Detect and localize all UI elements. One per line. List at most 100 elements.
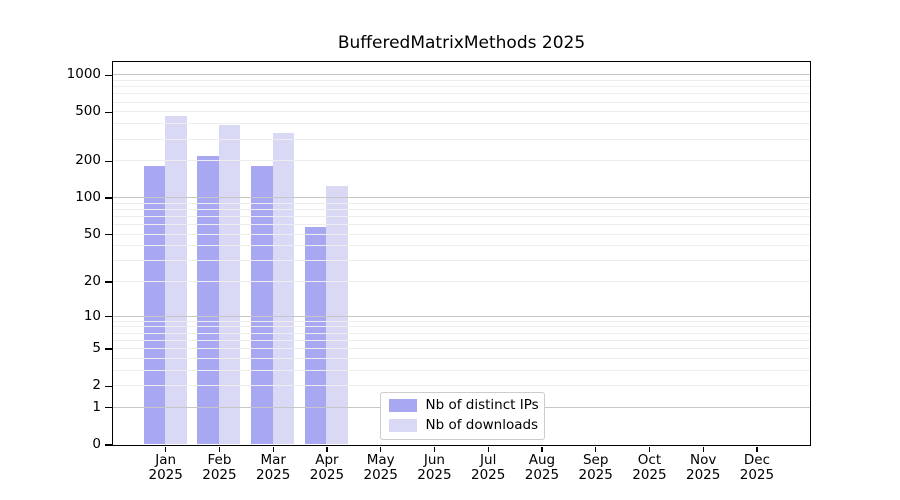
x-tick-month: Apr	[315, 452, 339, 468]
y-tick-label: 5	[92, 340, 101, 357]
y-tick	[104, 281, 112, 283]
x-tick-year: 2025	[524, 467, 560, 483]
gridline-minor	[112, 79, 810, 81]
x-tick-month: Mar	[260, 452, 286, 468]
x-tick	[595, 446, 597, 452]
x-tick	[272, 446, 274, 452]
x-tick-label: Feb 2025	[187, 453, 251, 483]
bar-downloads-jan	[165, 116, 187, 445]
gridline-minor	[112, 385, 810, 387]
x-tick-label: Aug 2025	[510, 453, 574, 483]
x-tick	[218, 446, 221, 452]
x-tick-label: Dec 2025	[725, 453, 789, 483]
gridline-minor	[112, 86, 810, 88]
y-tick-label: 1000	[66, 66, 101, 83]
x-tick-month: Sep	[582, 452, 609, 468]
y-tick	[104, 407, 112, 409]
x-tick	[165, 446, 167, 452]
x-tick-label: Nov 2025	[671, 453, 735, 483]
gridline-minor	[112, 357, 810, 359]
y-tick-label: 2	[92, 377, 101, 394]
legend-label-downloads: Nb of downloads	[425, 417, 539, 433]
bar-distinct-ips-feb	[197, 155, 219, 445]
grid-layer	[112, 62, 810, 445]
x-tick-month: Aug	[528, 452, 556, 468]
y-tick-label: 10	[83, 307, 101, 324]
gridline-major	[112, 74, 810, 76]
gridline-minor	[112, 260, 810, 262]
x-tick-year: 2025	[739, 467, 775, 483]
x-tick-year: 2025	[148, 467, 183, 483]
gridline-major	[112, 196, 810, 198]
bar-downloads-feb	[218, 125, 241, 445]
y-tick	[104, 348, 112, 350]
legend-swatch-downloads	[388, 419, 417, 433]
gridline-minor	[112, 202, 810, 204]
x-tick-label: Jan 2025	[134, 453, 198, 483]
bar-distinct-ips-jan	[143, 166, 166, 445]
x-tick	[487, 446, 489, 452]
gridline-minor	[112, 320, 810, 322]
bar-distinct-ips-mar	[251, 166, 273, 445]
x-tick-year: 2025	[632, 467, 667, 483]
x-tick-month: Feb	[207, 452, 232, 468]
x-tick-month: Oct	[637, 452, 662, 468]
x-tick-year: 2025	[471, 467, 506, 483]
gridline-minor	[112, 123, 810, 125]
gridline-minor	[112, 215, 810, 217]
legend: Nb of distinct IPs Nb of downloads	[379, 391, 545, 440]
gridline-minor	[112, 160, 810, 162]
x-tick-year: 2025	[363, 467, 398, 483]
gridline-major	[112, 315, 810, 317]
x-tick-label: Mar 2025	[241, 453, 305, 483]
y-tick	[104, 316, 112, 318]
y-tick-label: 200	[75, 152, 101, 169]
y-tick-label: 100	[75, 188, 101, 205]
x-tick-label: Apr 2025	[295, 453, 359, 483]
x-tick-year: 2025	[578, 467, 613, 483]
plot-area: Nb of distinct IPs Nb of downloads	[111, 60, 811, 446]
gridline-minor	[112, 233, 810, 235]
gridline-minor	[112, 326, 810, 328]
legend-entry-distinct-ips: Nb of distinct IPs	[388, 396, 539, 413]
x-tick-month: Dec	[743, 452, 770, 468]
gridline-minor	[112, 111, 810, 113]
x-tick-label: May 2025	[349, 453, 413, 483]
x-tick-month: Jan	[155, 452, 177, 468]
y-tick	[104, 160, 112, 162]
gridline-minor	[112, 245, 810, 247]
gridline-minor	[112, 281, 810, 283]
gridline-minor	[112, 223, 810, 225]
legend-entry-downloads: Nb of downloads	[388, 417, 539, 433]
x-tick-label: Sep 2025	[564, 453, 628, 483]
chart-title: BufferedMatrixMethods 2025	[337, 33, 586, 53]
legend-label-distinct-ips: Nb of distinct IPs	[425, 396, 539, 413]
x-tick-year: 2025	[309, 467, 345, 483]
y-tick	[104, 74, 112, 76]
y-tick	[104, 385, 112, 387]
x-tick-month: Jul	[480, 452, 497, 468]
y-tick	[104, 233, 112, 236]
x-tick	[756, 446, 758, 452]
y-tick	[104, 111, 112, 113]
x-tick-year: 2025	[686, 467, 721, 483]
x-tick-month: May	[366, 452, 395, 468]
x-tick-month: Jun	[423, 452, 445, 468]
x-tick	[326, 446, 328, 452]
legend-swatch-distinct-ips	[388, 398, 417, 412]
gridline-minor	[112, 332, 810, 334]
x-tick-year: 2025	[417, 467, 452, 483]
x-tick	[648, 446, 651, 452]
bar-downloads-apr	[326, 186, 348, 445]
x-tick	[541, 446, 543, 452]
gridline-minor	[112, 208, 810, 210]
y-tick-label: 50	[83, 225, 101, 242]
x-tick-year: 2025	[202, 467, 237, 483]
x-tick-label: Jul 2025	[456, 453, 520, 483]
x-tick-label: Oct 2025	[617, 453, 681, 483]
x-tick	[433, 446, 436, 452]
x-tick	[380, 446, 382, 452]
gridline-minor	[112, 101, 810, 103]
gridline-minor	[112, 348, 810, 350]
y-tick	[104, 197, 112, 199]
